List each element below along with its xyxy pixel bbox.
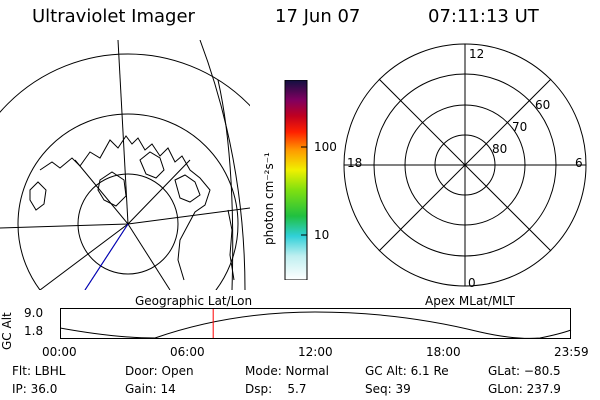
glon-label: GLon: 237.9	[488, 382, 561, 396]
x-tick-3: 18:00	[426, 345, 461, 359]
mlt-12-label: 12	[469, 47, 485, 61]
colorbar	[284, 80, 308, 280]
mlat-60-label: 60	[535, 98, 551, 112]
geographic-label: Geographic Lat/Lon	[135, 294, 253, 308]
gc-alt-label: GC Alt: 6.1 Re	[365, 364, 449, 378]
dsp-label: Dsp: 5.7	[245, 382, 307, 396]
altitude-ytick-bottom: 1.8	[24, 324, 44, 338]
filter-label: Flt: LBHL	[12, 364, 66, 378]
x-tick-4: 23:59	[554, 345, 589, 359]
mlat-70-label: 70	[512, 120, 528, 134]
time-label: 07:11:13 UT	[428, 6, 539, 27]
mlt-6-label: 6	[575, 156, 583, 170]
ip-label: IP: 36.0	[12, 382, 58, 396]
colorbar-tick-100: 100	[314, 140, 337, 154]
date-label: 17 Jun 07	[275, 6, 361, 27]
x-tick-0: 00:00	[42, 345, 77, 359]
glat-label: GLat: −80.5	[488, 364, 561, 378]
x-tick-2: 12:00	[298, 345, 333, 359]
mlt-18-label: 18	[347, 156, 363, 170]
door-label: Door: Open	[125, 364, 194, 378]
colorbar-unit-label: photon cm⁻²s⁻¹	[262, 152, 276, 245]
colorbar-tick-10: 10	[314, 228, 330, 242]
apex-label: Apex MLat/MLT	[425, 294, 515, 308]
mlt-0-label: 0	[468, 276, 476, 290]
altitude-plot	[60, 308, 572, 339]
gain-label: Gain: 14	[125, 382, 176, 396]
x-tick-1: 06:00	[170, 345, 205, 359]
altitude-ylabel: GC Alt	[0, 312, 14, 350]
seq-label: Seq: 39	[365, 382, 411, 396]
mode-label: Mode: Normal	[245, 364, 329, 378]
instrument-title: Ultraviolet Imager	[32, 6, 195, 27]
polar-plot	[343, 43, 587, 287]
mlat-80-label: 80	[492, 142, 508, 156]
geographic-map	[0, 40, 250, 290]
altitude-ytick-top: 9.0	[24, 306, 44, 320]
